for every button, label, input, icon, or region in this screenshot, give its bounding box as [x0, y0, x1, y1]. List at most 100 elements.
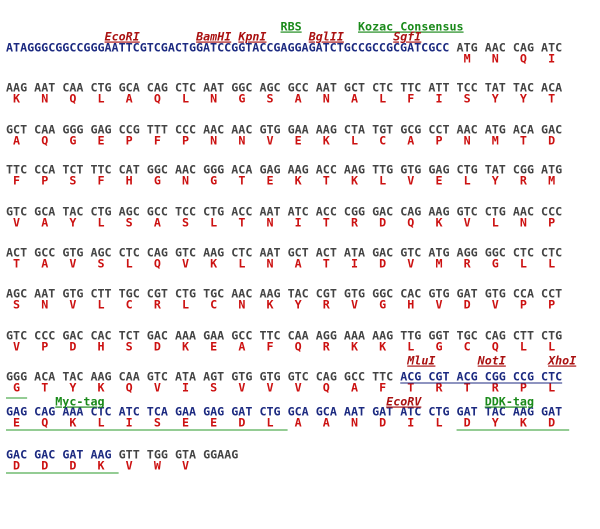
codon: GAG	[6, 405, 27, 419]
codon: GGT	[428, 329, 449, 343]
amino-acid: L	[548, 381, 555, 395]
amino-acid: Q	[41, 134, 48, 148]
amino-acid: N	[182, 174, 189, 188]
codon: ACC	[316, 205, 337, 219]
codon: GCC	[231, 329, 252, 343]
amino-acid: K	[351, 174, 358, 188]
amino-acid: Q	[154, 257, 161, 271]
codon: ACA	[513, 123, 534, 137]
codon: TCA	[147, 405, 168, 419]
amino-acid: M	[464, 52, 471, 66]
codon: AGC	[119, 205, 140, 219]
amino-acid: L	[351, 134, 358, 148]
amino-acid: G	[379, 298, 386, 312]
amino-acid: V	[435, 298, 442, 312]
amino-acid: K	[351, 340, 358, 354]
codon: ACG	[400, 370, 421, 384]
amino-acid: G	[435, 340, 442, 354]
codon: ATG	[457, 41, 478, 55]
restriction-site-label: EcoRV	[386, 395, 422, 409]
codon: AAT	[203, 81, 224, 95]
codon: AAT	[316, 81, 337, 95]
amino-acid: K	[98, 459, 105, 473]
codon: ATG	[485, 123, 506, 137]
amino-acid: D	[548, 416, 555, 430]
amino-acid: G	[492, 257, 499, 271]
amino-acid: T	[41, 381, 48, 395]
amino-acid: P	[41, 340, 48, 354]
amino-acid: S	[182, 216, 189, 230]
restriction-site-label: BamHI	[195, 30, 231, 44]
amino-acid: R	[323, 340, 331, 354]
codon: TTC	[90, 163, 111, 177]
codon: GTC	[457, 205, 478, 219]
codon: AAG	[316, 123, 337, 137]
codon: ATT	[428, 81, 449, 95]
codon: CTC	[372, 81, 393, 95]
codon: GTG	[259, 370, 280, 384]
codon: AAA	[175, 329, 196, 343]
codon: AAG	[372, 329, 393, 343]
amino-acid: R	[323, 298, 331, 312]
codon: GCA	[34, 205, 55, 219]
amino-acid: L	[548, 340, 555, 354]
amino-acid: I	[435, 92, 442, 106]
amino-acid: E	[13, 416, 20, 430]
amino-acid: E	[295, 134, 302, 148]
codon: AAT	[34, 81, 55, 95]
amino-acid: N	[41, 298, 48, 312]
amino-acid: L	[520, 340, 527, 354]
codon: GCC	[34, 246, 55, 260]
codon: GCA	[119, 81, 140, 95]
amino-acid: Q	[323, 381, 330, 395]
amino-acid: L	[548, 257, 555, 271]
amino-acid: A	[351, 92, 358, 106]
amino-acid: D	[464, 298, 471, 312]
amino-acid: A	[41, 257, 48, 271]
codon: GTC	[288, 370, 309, 384]
feature-label: Myc-tag	[55, 395, 104, 409]
codon: ACA	[231, 163, 252, 177]
amino-acid: S	[266, 92, 273, 106]
amino-acid: A	[238, 340, 245, 354]
codon: CAC	[400, 287, 421, 301]
amino-acid: N	[520, 216, 527, 230]
feature-label: DDK-tag	[485, 395, 534, 409]
codon: GTG	[62, 287, 83, 301]
codon: TTC	[400, 81, 421, 95]
amino-acid: L	[407, 340, 414, 354]
amino-acid: D	[69, 340, 76, 354]
amino-acid: D	[379, 257, 386, 271]
amino-acid: R	[492, 381, 500, 395]
codon: AAC	[175, 163, 196, 177]
codon: GGC	[372, 287, 393, 301]
codon: GAT	[541, 405, 562, 419]
amino-acid: Y	[492, 92, 499, 106]
codon: GAT	[457, 405, 478, 419]
amino-acid: N	[492, 52, 499, 66]
codon: AAG	[203, 246, 224, 260]
codon: TAC	[288, 287, 309, 301]
codon: GAA	[175, 405, 196, 419]
amino-acid: S	[13, 298, 20, 312]
codon: AAG	[428, 205, 449, 219]
codon: AGG	[457, 246, 478, 260]
codon: AAG	[259, 287, 280, 301]
codon: GTC	[6, 329, 27, 343]
codon: ATC	[541, 41, 562, 55]
amino-acid: P	[41, 174, 48, 188]
amino-acid: M	[492, 134, 499, 148]
amino-acid: L	[379, 92, 386, 106]
codon: CAG	[485, 329, 506, 343]
amino-acid: E	[210, 416, 217, 430]
codon: CAA	[34, 123, 55, 137]
codon: AAG	[6, 81, 27, 95]
codon: AAT	[259, 246, 280, 260]
codon: GTG	[231, 370, 252, 384]
amino-acid: D	[69, 459, 76, 473]
codon: CTC	[119, 246, 140, 260]
codon: CTC	[541, 246, 562, 260]
amino-acid: V	[295, 381, 302, 395]
codon: ATA	[175, 370, 196, 384]
codon: ACG	[457, 370, 478, 384]
